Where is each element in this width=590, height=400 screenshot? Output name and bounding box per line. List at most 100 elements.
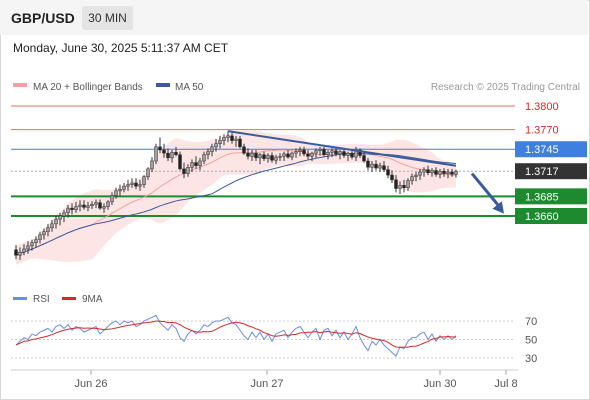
candle-body: [94, 202, 98, 205]
candle-body: [402, 185, 406, 188]
x-tick-label: Jun 26: [74, 378, 107, 390]
candle-body: [330, 150, 334, 153]
ma20-legend-swatch: [13, 83, 27, 87]
trend-line: [227, 130, 457, 167]
candle-body: [418, 171, 422, 176]
candle-body: [230, 135, 234, 141]
candle-body: [202, 154, 206, 162]
rsi-tick-label: 30: [525, 353, 537, 365]
candle-body: [246, 152, 250, 157]
ma50-legend-label: MA 50: [175, 82, 204, 93]
last-price-label: 1.3717: [525, 166, 559, 178]
candle-body: [210, 146, 214, 152]
candle-body: [114, 190, 118, 196]
ma50-legend-swatch: [156, 83, 170, 87]
rsi-legend-label: RSI: [33, 294, 50, 305]
candle-body: [406, 180, 410, 188]
candle-body: [294, 151, 298, 154]
candle-body: [190, 162, 194, 168]
annotation-layer: [227, 130, 504, 214]
candle-body: [322, 148, 326, 155]
bollinger-band-layer: [16, 130, 456, 265]
rsi-tick-label: 50: [525, 335, 537, 347]
candle-body: [298, 149, 302, 152]
candle-body: [366, 160, 370, 168]
candle-body: [426, 169, 430, 174]
candle-body: [242, 146, 246, 154]
candle-body: [18, 251, 22, 256]
candle-body: [438, 170, 442, 175]
candle-body: [394, 179, 398, 189]
candle-body: [350, 152, 354, 158]
candle-body: [126, 184, 130, 187]
candle-body: [110, 195, 114, 203]
rsi-panel: 70 50 30: [11, 314, 537, 365]
candle-body: [282, 153, 286, 157]
candle-body: [106, 201, 110, 207]
candle-body: [98, 202, 102, 209]
candle-body: [434, 170, 438, 175]
candle-body: [42, 231, 46, 236]
candle-body: [338, 151, 342, 155]
level-label: 1.3745: [525, 144, 559, 156]
candle-body: [150, 160, 154, 170]
candle-body: [234, 138, 238, 141]
candle-body: [278, 156, 282, 158]
candle-body: [254, 152, 258, 159]
bollinger-band-fill: [16, 130, 456, 265]
level-tag: [515, 208, 587, 224]
candle-body: [270, 155, 274, 161]
candle-body: [134, 182, 138, 187]
candle-body: [386, 169, 390, 176]
candle-body: [142, 176, 146, 185]
symbol-label: GBP/USD: [11, 10, 75, 26]
rsi-legend-swatch: [13, 297, 27, 300]
candle-body: [194, 162, 198, 166]
candle-body: [82, 204, 86, 208]
rsi-ma-legend-swatch: [62, 297, 76, 300]
candle-body: [102, 206, 106, 209]
projection-arrow-shaft: [470, 172, 503, 210]
candle-body: [410, 176, 414, 181]
candle-body: [146, 168, 150, 177]
candle-body: [290, 152, 294, 158]
rsi-line: [15, 314, 457, 357]
candle-body: [374, 163, 378, 169]
level-label: 1.3800: [525, 101, 559, 113]
candle-body: [286, 153, 290, 158]
candle-body: [326, 152, 330, 155]
level-label: 1.3685: [525, 191, 559, 203]
candle-body: [86, 205, 90, 208]
candle-body: [78, 204, 82, 207]
candle-body: [306, 153, 310, 157]
candle-body: [66, 207, 70, 214]
candle-body: [318, 148, 322, 152]
candle-body: [342, 151, 346, 156]
level-label: 1.3770: [525, 125, 559, 137]
candle-body: [266, 155, 270, 159]
candle-body: [58, 215, 62, 220]
candle-body: [214, 143, 218, 148]
timeframe-button[interactable]: 30 MIN: [82, 6, 133, 30]
candle-body: [370, 163, 374, 168]
candle-body: [398, 185, 402, 189]
candle-body: [414, 174, 418, 177]
level-tag: [515, 141, 587, 158]
rsi-ma-legend-label: 9MA: [82, 294, 103, 305]
x-tick-label: Jun 27: [250, 378, 283, 390]
level-label: 1.3660: [525, 211, 559, 223]
candle-body: [422, 169, 426, 173]
x-axis: Jun 26 Jun 27 Jun 30 Jul 8: [74, 370, 518, 390]
candle-body: [310, 152, 314, 157]
toolbar: GBP/USD 30 MIN: [0, 0, 588, 35]
candle-body: [46, 227, 50, 232]
candle-body: [302, 149, 306, 155]
candle-body: [222, 137, 226, 141]
candle-body: [34, 239, 38, 243]
candle-body: [22, 248, 26, 253]
x-tick-label: Jun 30: [423, 378, 456, 390]
candle-body: [378, 165, 382, 169]
candle-body: [122, 185, 126, 190]
candle-body: [170, 152, 174, 159]
